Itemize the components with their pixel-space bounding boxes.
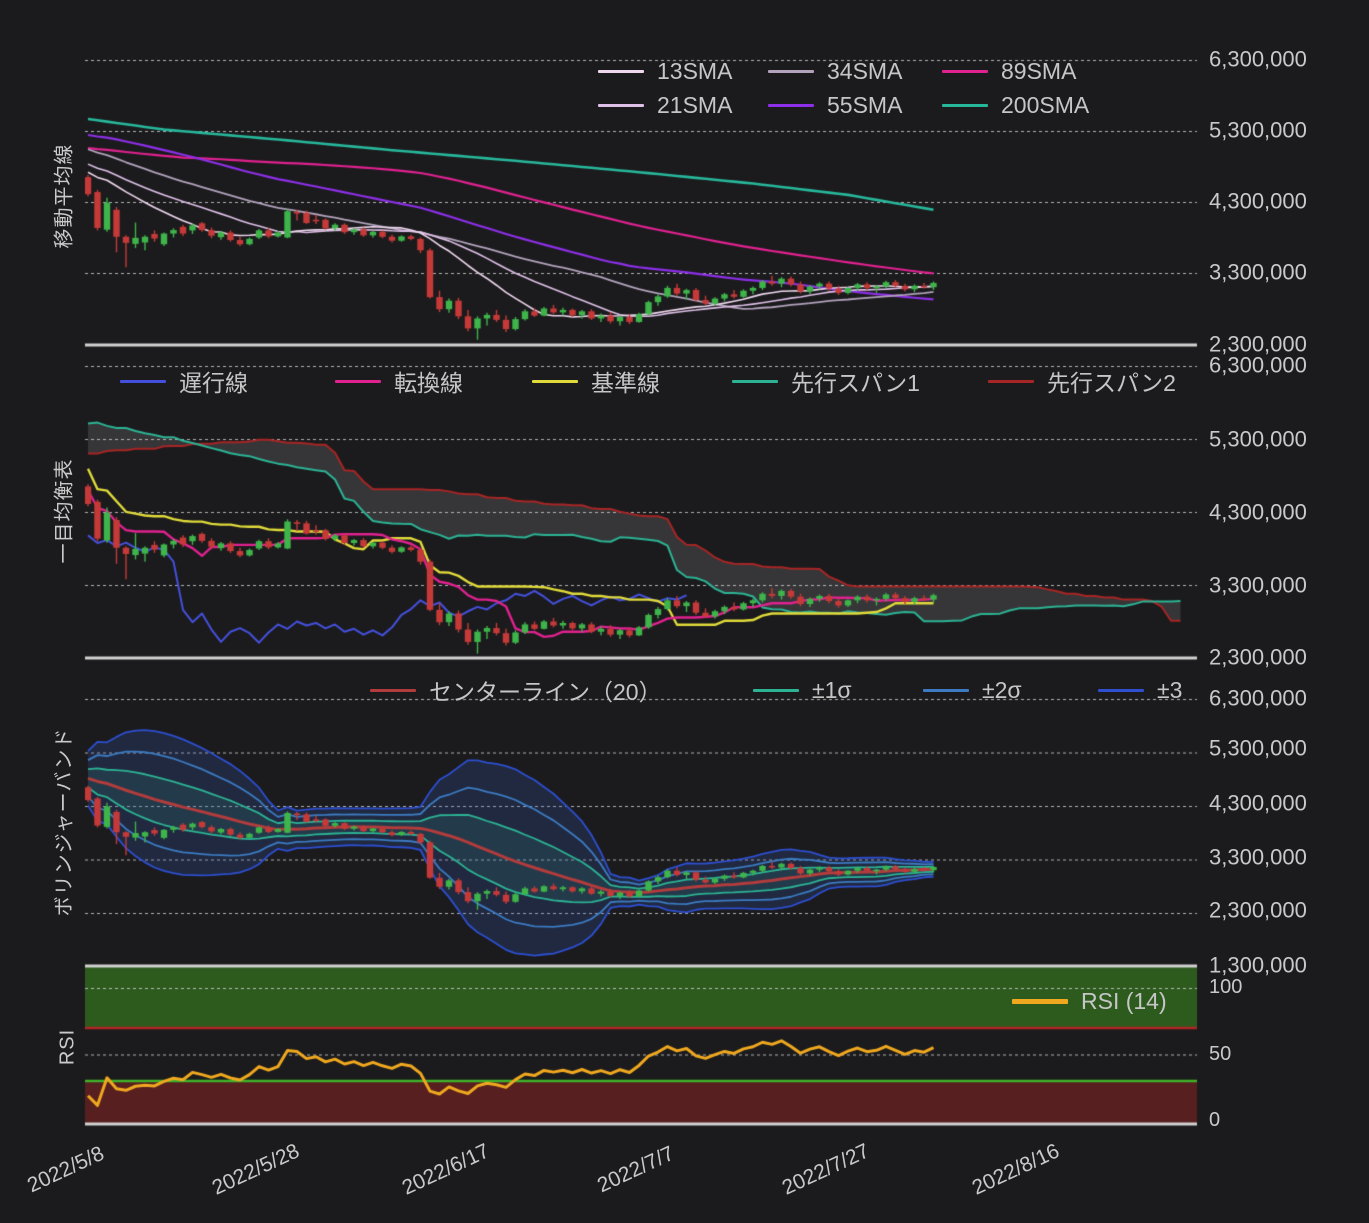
legend-item-遅行線[interactable]: 遅行線 bbox=[120, 368, 248, 396]
legend-line-swatch bbox=[370, 688, 416, 692]
legend-line-swatch bbox=[1098, 688, 1144, 692]
legend-line-swatch bbox=[942, 103, 988, 107]
legend-line-swatch bbox=[120, 379, 166, 383]
legend-item-21SMA[interactable]: 21SMA bbox=[598, 92, 732, 118]
legend-item-基準線[interactable]: 基準線 bbox=[532, 368, 660, 396]
legend-item-34SMA[interactable]: 34SMA bbox=[768, 58, 902, 84]
legend-item-55SMA[interactable]: 55SMA bbox=[768, 92, 902, 118]
legend-item-13SMA[interactable]: 13SMA bbox=[598, 58, 732, 84]
legend-label: 先行スパン1 bbox=[791, 370, 920, 396]
legend-line-swatch bbox=[923, 688, 969, 692]
legend-label: 13SMA bbox=[657, 57, 733, 84]
legend-line-swatch bbox=[753, 688, 799, 692]
legend-item-±3[interactable]: ±3 bbox=[1098, 677, 1182, 703]
legend-label: 遅行線 bbox=[179, 370, 248, 396]
legend-label: ±1σ bbox=[812, 676, 852, 703]
legend-label: 先行スパン2 bbox=[1047, 370, 1176, 396]
legend-line-swatch bbox=[1012, 998, 1068, 1004]
legend-label: 89SMA bbox=[1001, 57, 1077, 84]
legend-label: 34SMA bbox=[827, 57, 903, 84]
legend-label: 転換線 bbox=[394, 370, 463, 396]
legend-line-swatch bbox=[532, 379, 578, 383]
legend-label: 基準線 bbox=[591, 370, 660, 396]
legend-item-89SMA[interactable]: 89SMA bbox=[942, 58, 1076, 84]
legend-label: ±2σ bbox=[982, 676, 1022, 703]
legend-item-先行スパン1[interactable]: 先行スパン1 bbox=[732, 368, 920, 396]
legend-line-swatch bbox=[732, 379, 778, 383]
legend-label: ±3 bbox=[1157, 676, 1183, 703]
legend-label: 21SMA bbox=[657, 91, 733, 118]
legend-item-先行スパン2[interactable]: 先行スパン2 bbox=[988, 368, 1176, 396]
legend-line-swatch bbox=[335, 379, 381, 383]
legend-label: 55SMA bbox=[827, 91, 903, 118]
legend-item-±2σ[interactable]: ±2σ bbox=[923, 677, 1022, 703]
legend-line-swatch bbox=[598, 103, 644, 107]
legend-line-swatch bbox=[768, 103, 814, 107]
legend-item-センターライン（20）[interactable]: センターライン（20） bbox=[370, 677, 662, 705]
legend-line-swatch bbox=[598, 69, 644, 73]
legend-line-swatch bbox=[988, 379, 1034, 383]
legend-label: 200SMA bbox=[1001, 91, 1090, 118]
legend-label: RSI (14) bbox=[1081, 987, 1167, 1014]
legend-item-RSI (14)[interactable]: RSI (14) bbox=[1012, 988, 1167, 1014]
legend-item-転換線[interactable]: 転換線 bbox=[335, 368, 463, 396]
legend-line-swatch bbox=[942, 69, 988, 73]
legend-item-200SMA[interactable]: 200SMA bbox=[942, 92, 1089, 118]
legend-label: センターライン（20） bbox=[429, 679, 662, 705]
legend-line-swatch bbox=[768, 69, 814, 73]
legend-item-±1σ[interactable]: ±1σ bbox=[753, 677, 852, 703]
